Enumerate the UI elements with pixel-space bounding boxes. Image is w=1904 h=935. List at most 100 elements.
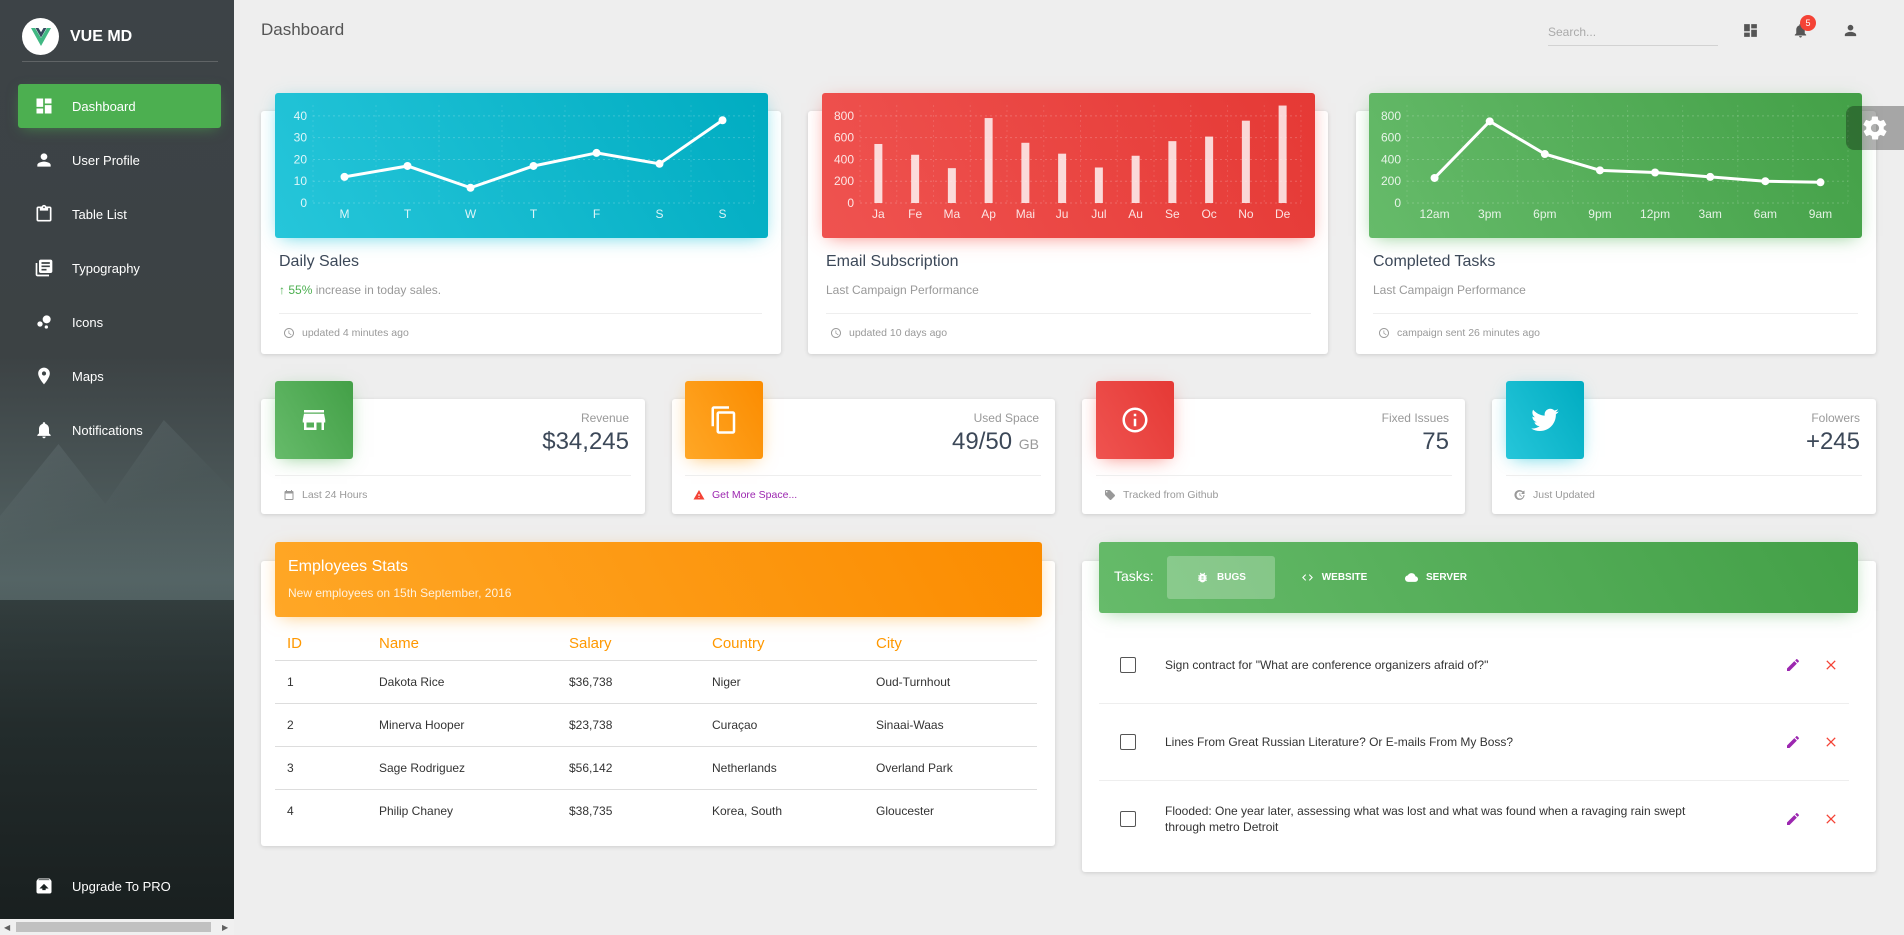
table-row: 1 Dakota Rice $36,738 Niger Oud-Turnhout: [275, 660, 1037, 704]
bar: [984, 118, 993, 203]
bar: [1131, 155, 1140, 203]
tab-label: BUGS: [1217, 572, 1246, 583]
edit-button[interactable]: [1785, 734, 1801, 750]
x-tick-label: W: [465, 207, 477, 221]
sidebar-item-upgrade[interactable]: Upgrade To PRO: [18, 864, 221, 908]
calendar-icon: [284, 490, 294, 500]
clock-icon: [831, 328, 841, 338]
sidebar-item-dashboard[interactable]: Dashboard: [18, 84, 221, 128]
tab-label: WEBSITE: [1321, 572, 1368, 583]
sidebar-item-user-profile[interactable]: User Profile: [18, 138, 221, 182]
x-tick-label: Ma: [944, 207, 961, 221]
sidebar: VUE MD Dashboard User Profile Table List…: [0, 0, 234, 935]
tab-bugs[interactable]: BUGS: [1167, 556, 1275, 599]
table-cell: 1: [275, 660, 367, 704]
store-icon: [302, 410, 326, 430]
settings-button[interactable]: [1846, 106, 1904, 150]
employees-title: Employees Stats: [288, 558, 409, 575]
task-divider: [1099, 703, 1849, 704]
daily-sales-subtitle: ↑ 55% increase in today sales.: [279, 283, 442, 297]
tab-website[interactable]: WEBSITE: [1289, 556, 1379, 599]
bar: [1168, 141, 1177, 203]
scrollbar-thumb[interactable]: [16, 922, 211, 932]
y-tick-label: 0: [847, 196, 854, 210]
y-tick-label: 10: [294, 174, 308, 188]
tab-server[interactable]: SERVER: [1393, 556, 1479, 599]
completed-tasks-footer: campaign sent 26 minutes ago: [1378, 327, 1540, 339]
footer-text: campaign sent 26 minutes ago: [1397, 327, 1541, 339]
x-tick-label: 6am: [1754, 207, 1777, 221]
x-tick-label: Mai: [1016, 207, 1035, 221]
completed-tasks-title: Completed Tasks: [1373, 253, 1496, 270]
used-space-unit: GB: [1018, 436, 1039, 452]
edit-button[interactable]: [1785, 657, 1801, 673]
x-tick-label: 12pm: [1640, 207, 1670, 221]
bar: [1205, 136, 1214, 203]
bar: [874, 143, 883, 203]
table-cell: Oud-Turnhout: [864, 660, 1037, 704]
y-tick-label: 0: [1394, 196, 1401, 210]
bar: [1021, 142, 1030, 203]
daily-sales-chart: 0 10 20 30 40 M T W T F S S: [275, 93, 768, 238]
table-cell: 3: [275, 746, 367, 790]
clock-icon: [284, 328, 294, 338]
sidebar-item-label: Notifications: [72, 422, 143, 438]
column-header: Salary: [557, 628, 700, 661]
column-header: City: [864, 628, 1037, 661]
x-tick-label: T: [404, 207, 412, 221]
get-more-space-link[interactable]: Get More Space...: [712, 489, 798, 501]
data-point: [403, 161, 412, 170]
data-point: [340, 172, 349, 181]
task-text: Sign contract for "What are conference o…: [1165, 658, 1489, 672]
notification-badge: 5: [1800, 15, 1816, 31]
logo[interactable]: VUE MD: [22, 12, 218, 62]
y-tick-label: 400: [1381, 152, 1401, 166]
delete-button[interactable]: [1823, 734, 1839, 750]
sidebar-item-icons[interactable]: Icons: [18, 300, 221, 344]
y-tick-label: 800: [834, 109, 854, 123]
edit-button[interactable]: [1785, 811, 1801, 827]
footer-text: updated 10 days ago: [849, 327, 948, 339]
task-checkbox[interactable]: [1120, 811, 1136, 827]
fixed-issues-value: 75: [1422, 428, 1449, 455]
daily-sales-subtitle-text: increase in today sales.: [312, 283, 442, 297]
email-subscription-chart: 0 200 400 600 800 Ja Fe Ma Ap Mai Ju Jul Au Se Oc No De: [822, 93, 1315, 238]
dashboard-toggle-button[interactable]: [1740, 20, 1760, 40]
y-tick-label: 200: [1381, 174, 1401, 188]
chart-svg: 0 200 400 600 800 12am 3pm 6pm 9pm 12pm 3am 6am 9am: [1381, 105, 1849, 221]
sidebar-item-label: Dashboard: [72, 98, 136, 114]
x-tick-label: S: [718, 207, 726, 221]
x-tick-label: 9pm: [1588, 207, 1611, 221]
card-divider: [826, 313, 1311, 314]
delete-button[interactable]: [1823, 811, 1839, 827]
task-checkbox[interactable]: [1120, 657, 1136, 673]
table-cell: $38,735: [569, 803, 613, 818]
table-cell: $56,142: [557, 746, 700, 790]
x-tick-label: Oc: [1201, 207, 1216, 221]
y-tick-label: 40: [294, 109, 308, 123]
sidebar-item-notifications[interactable]: Notifications: [18, 408, 221, 452]
sidebar-item-maps[interactable]: Maps: [18, 354, 221, 398]
x-tick-label: Ap: [981, 207, 996, 221]
table-cell: Sinaai-Waas: [864, 703, 1037, 747]
search-input[interactable]: [1548, 18, 1718, 46]
table-cell: Curaçao: [700, 703, 864, 747]
bar: [911, 154, 920, 203]
update-icon: [1514, 489, 1525, 500]
data-point: [655, 159, 664, 168]
table-header-row: ID Name Salary Country City: [275, 628, 1037, 661]
x-tick-label: Ju: [1056, 207, 1069, 221]
scroll-right-icon[interactable]: ▶: [222, 922, 229, 932]
sidebar-item-table-list[interactable]: Table List: [18, 192, 221, 236]
user-button[interactable]: [1840, 20, 1860, 40]
clock-icon: [1379, 328, 1389, 338]
task-text: Flooded: One year later, assessing what …: [1165, 804, 1686, 834]
table-cell: 2: [275, 703, 367, 747]
sidebar-item-typography[interactable]: Typography: [18, 246, 221, 290]
horizontal-scrollbar[interactable]: ◀ ▶: [0, 919, 234, 935]
stat-icon-box: [1506, 381, 1584, 459]
task-checkbox[interactable]: [1120, 734, 1136, 750]
scroll-left-icon[interactable]: ◀: [4, 922, 11, 932]
delete-button[interactable]: [1823, 657, 1839, 673]
task-item: Sign contract for "What are conference o…: [1099, 651, 1849, 679]
